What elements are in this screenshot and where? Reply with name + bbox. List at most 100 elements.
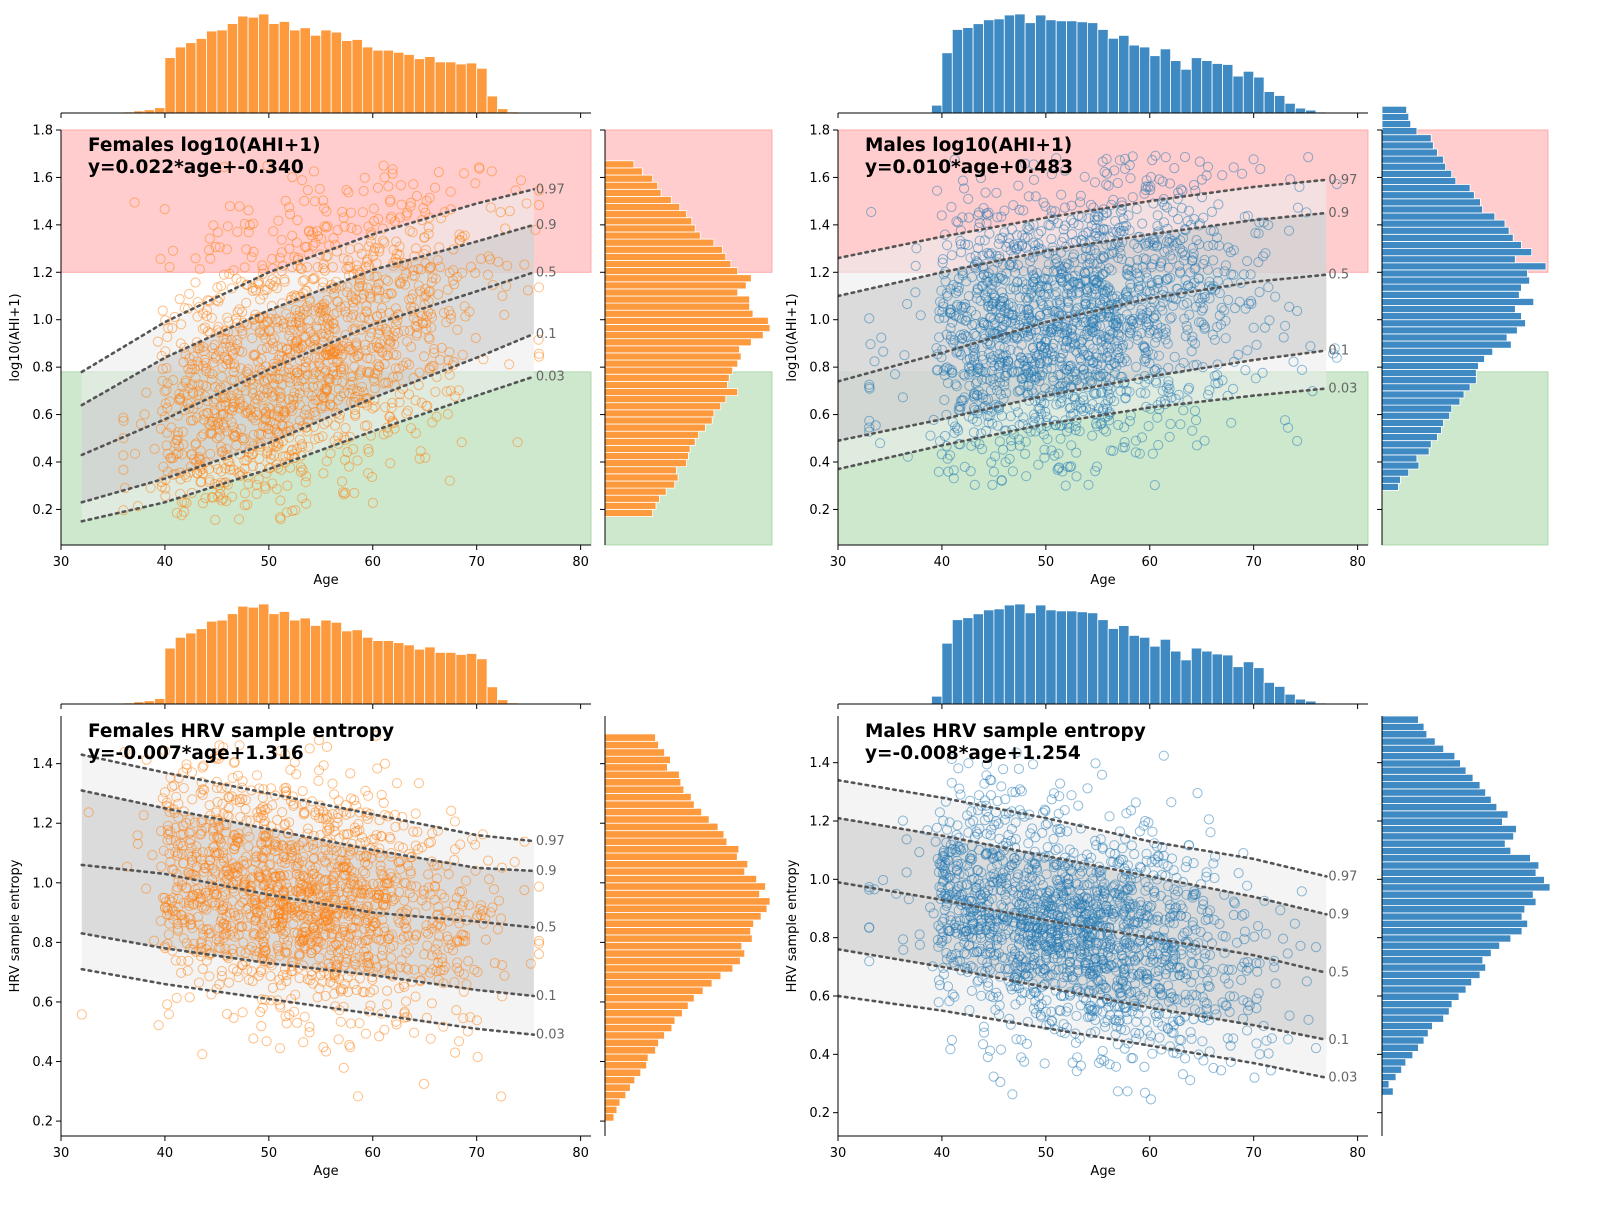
scatter-point <box>307 839 319 850</box>
scatter-point <box>1031 267 1043 278</box>
scatter-point <box>197 498 208 509</box>
scatter-point <box>295 891 306 902</box>
right-hist-bar <box>1381 269 1528 278</box>
scatter-point <box>310 237 321 248</box>
y-tick-label: 0.4 <box>809 456 830 471</box>
scatter-point <box>341 184 352 196</box>
quantile-label: 0.1 <box>536 327 557 342</box>
scatter-point <box>223 977 235 988</box>
scatter-point <box>228 963 239 974</box>
scatter-point <box>1138 340 1149 351</box>
scatter-point <box>512 437 523 448</box>
scatter-point <box>390 363 401 374</box>
y-axis-label: log10(AHI+1) <box>785 293 800 381</box>
scatter-point <box>214 431 225 442</box>
scatter-point <box>1158 329 1169 340</box>
scatter-point <box>866 206 877 218</box>
right-hist-bar <box>604 238 715 247</box>
scatter-point <box>231 835 242 846</box>
scatter-point <box>989 379 1000 391</box>
scatter-point <box>533 185 545 196</box>
panel-equation: y=0.022*age+-0.340 <box>88 157 304 178</box>
scatter-point <box>1055 380 1066 391</box>
scatter-point <box>1127 192 1138 203</box>
scatter-point <box>178 858 189 869</box>
scatter-point <box>159 892 170 903</box>
scatter-point <box>367 403 378 414</box>
scatter-point <box>1125 173 1136 184</box>
scatter-point <box>238 937 249 948</box>
scatter-point <box>300 922 311 933</box>
scatter-point <box>207 343 218 354</box>
scatter-point <box>314 952 325 963</box>
scatter-point <box>1143 319 1155 330</box>
scatter-point <box>201 310 212 322</box>
scatter-point <box>1129 238 1140 250</box>
scatter-point <box>118 412 129 423</box>
scatter-point <box>295 949 306 960</box>
scatter-point <box>486 166 497 177</box>
scatter-point <box>413 263 424 274</box>
scatter-point <box>297 276 308 287</box>
scatter-point <box>937 344 948 356</box>
right-hist-bar <box>604 352 742 361</box>
scatter-point <box>345 929 356 940</box>
top-hist-bar <box>185 42 197 114</box>
right-hist-bar <box>604 494 660 503</box>
scatter-point <box>346 939 357 950</box>
scatter-point <box>864 422 875 433</box>
scatter-point <box>1167 300 1179 311</box>
scatter-point <box>221 782 233 793</box>
scatter-point <box>311 936 322 947</box>
scatter-point <box>297 786 308 797</box>
scatter-point <box>475 253 487 264</box>
scatter-point <box>157 305 168 316</box>
scatter-point <box>282 882 293 893</box>
scatter-point <box>939 430 951 442</box>
right-hist-bar <box>1381 340 1512 349</box>
scatter-point <box>1087 399 1098 410</box>
top-hist-bar <box>1055 20 1067 114</box>
scatter-point <box>1214 240 1225 251</box>
scatter-point <box>288 391 299 402</box>
scatter-point <box>337 206 348 217</box>
scatter-point <box>260 333 271 344</box>
panel-title: Females HRV sample entropy <box>88 721 394 742</box>
scatter-point <box>326 845 337 856</box>
scatter-point <box>292 215 303 226</box>
scatter-point <box>141 387 152 398</box>
right-hist-bar <box>604 366 733 375</box>
scatter-point <box>360 1028 371 1039</box>
scatter-point <box>195 787 206 798</box>
scatter-point <box>974 217 985 228</box>
scatter-point <box>409 934 420 945</box>
scatter-point <box>349 795 360 806</box>
scatter-point <box>1127 315 1138 326</box>
scatter-point <box>1096 417 1107 429</box>
scatter-point <box>931 185 943 196</box>
scatter-point <box>966 440 977 451</box>
scatter-point <box>278 934 289 945</box>
scatter-point <box>304 1027 315 1038</box>
scatter-point <box>229 756 240 767</box>
scatter-point <box>210 868 221 879</box>
right-hist-bar <box>1381 127 1418 136</box>
scatter-point <box>1212 321 1223 333</box>
scatter-point <box>474 162 485 173</box>
scatter-point <box>275 514 286 525</box>
scatter-point <box>320 814 331 825</box>
scatter-point <box>400 908 411 919</box>
scatter-point <box>1035 397 1047 408</box>
scatter-point <box>1132 242 1144 254</box>
scatter-point <box>413 778 424 789</box>
scatter-point <box>239 218 250 229</box>
scatter-point <box>310 807 321 818</box>
scatter-point <box>308 369 319 380</box>
scatter-point <box>1125 328 1136 339</box>
scatter-point <box>1101 352 1112 363</box>
scatter-point <box>276 857 287 868</box>
scatter-point <box>497 960 508 971</box>
scatter-point <box>162 378 173 389</box>
scatter-point <box>313 231 324 242</box>
right-hist-bar <box>604 316 769 325</box>
